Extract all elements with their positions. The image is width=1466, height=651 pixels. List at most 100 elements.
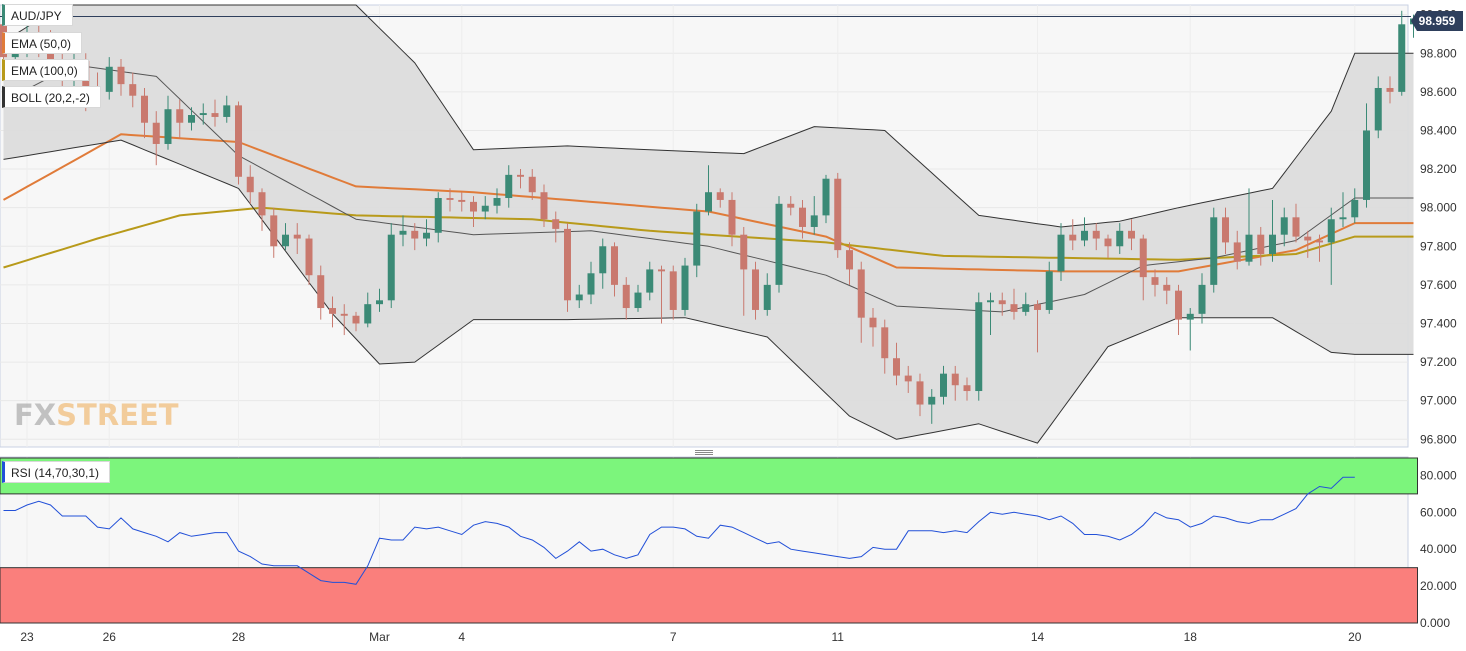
candle-body [1081, 230, 1088, 241]
rsi-tick-label: 80.000 [1420, 468, 1457, 482]
time-tick-label: 18 [1184, 630, 1198, 644]
legend-ema100[interactable]: EMA (100,0) [2, 59, 89, 81]
candle-body [611, 246, 618, 285]
candle-body [1022, 304, 1030, 312]
candle-body [305, 238, 313, 276]
candle-body [810, 215, 818, 227]
candle-body [364, 304, 372, 324]
candle-body [634, 292, 642, 309]
candle-body [329, 308, 336, 314]
bollinger-band-area [3, 5, 1414, 444]
time-tick-label: 28 [232, 630, 246, 644]
candlestick-series [0, 5, 1417, 424]
legend-rsi[interactable]: RSI (14,70,30,1) [2, 461, 111, 483]
candle-body [1198, 284, 1206, 314]
last-price-tag: 98.959 [1411, 11, 1463, 31]
legend-boll[interactable]: BOLL (20,2,-2) [2, 86, 101, 108]
candle-body [1045, 271, 1053, 310]
candle-body [1257, 234, 1265, 254]
candle-body [857, 269, 865, 318]
candle-body [869, 317, 877, 328]
candle-body [1151, 277, 1159, 285]
pane-resize-handle[interactable] [695, 450, 713, 455]
candle-body [834, 178, 842, 251]
candle-body [987, 300, 994, 303]
candle-body [681, 265, 689, 310]
time-tick-label: 14 [1031, 630, 1045, 644]
candle-body [129, 84, 137, 96]
candle-body [881, 327, 889, 359]
candle-body [575, 294, 583, 301]
candle-body [587, 273, 595, 295]
candle-body [1069, 234, 1077, 241]
candle-body [693, 211, 701, 266]
candle-body [740, 234, 748, 270]
candle-body [458, 199, 466, 202]
candle-body [658, 269, 665, 272]
rsi-tick-label: 40.000 [1420, 542, 1457, 556]
bollinger-band-fill [3, 5, 1414, 444]
candle-body [822, 178, 830, 216]
candle-body [411, 230, 419, 239]
price-tick-label: 98.600 [1420, 85, 1457, 99]
candle-body [1010, 304, 1018, 312]
candle-body [1092, 230, 1100, 239]
price-tick-label: 97.800 [1420, 239, 1457, 253]
legend-ema100-label: EMA (100,0) [11, 64, 78, 78]
candle-body [1222, 217, 1229, 243]
rsi-tick-label: 0.000 [1420, 616, 1450, 630]
candle-body [481, 205, 489, 212]
time-tick-label: 23 [20, 630, 34, 644]
candle-body [775, 203, 783, 285]
candle-body [517, 174, 524, 177]
price-tick-label: 98.800 [1420, 46, 1457, 60]
watermark-part2: STREET [56, 398, 179, 432]
candle-body [1304, 236, 1312, 241]
candle-body [176, 109, 184, 123]
candle-body [599, 246, 607, 274]
candle-body [188, 115, 195, 123]
rsi-tick-label: 20.000 [1420, 579, 1457, 593]
candle-body [846, 250, 853, 270]
candle-body [928, 396, 936, 405]
candle-body [493, 198, 501, 206]
rsi-line [3, 476, 1355, 585]
candle-body [1233, 242, 1241, 262]
candle-body [1374, 87, 1382, 131]
candle-body [975, 302, 983, 392]
ema100-line [3, 206, 1414, 269]
candle-body [1057, 234, 1065, 272]
rsi-oversold-zone [0, 567, 1418, 624]
price-tick-label: 97.200 [1420, 355, 1457, 369]
legend-pair[interactable]: AUD/JPY [2, 4, 73, 26]
candle-body [904, 375, 912, 382]
candle-body [1104, 238, 1112, 247]
candle-body [916, 381, 924, 405]
candle-body [1280, 217, 1288, 235]
legend-rsi-label: RSI (14,70,30,1) [11, 466, 100, 480]
candle-body [1210, 217, 1218, 285]
candle-body [646, 269, 654, 293]
candle-body [105, 66, 113, 92]
candle-body [1339, 217, 1347, 220]
candle-body [1163, 284, 1171, 291]
time-tick-label: 11 [832, 630, 845, 644]
candle-body [446, 198, 454, 200]
candle-body [1116, 230, 1124, 247]
candle-body [728, 199, 736, 235]
candle-body [434, 198, 442, 233]
candle-body [141, 95, 148, 123]
time-tick-label: 4 [458, 630, 465, 644]
candle-body [1128, 230, 1135, 239]
candle-body [293, 234, 301, 239]
candle-body [235, 105, 242, 177]
candle-body [963, 385, 971, 392]
candle-body [1175, 290, 1182, 320]
candle-body [893, 358, 900, 376]
candle-body [752, 269, 759, 310]
candle-body [540, 192, 548, 220]
candle-body [223, 105, 231, 117]
legend-ema50-label: EMA (50,0) [11, 37, 72, 51]
legend-ema50[interactable]: EMA (50,0) [2, 32, 83, 54]
